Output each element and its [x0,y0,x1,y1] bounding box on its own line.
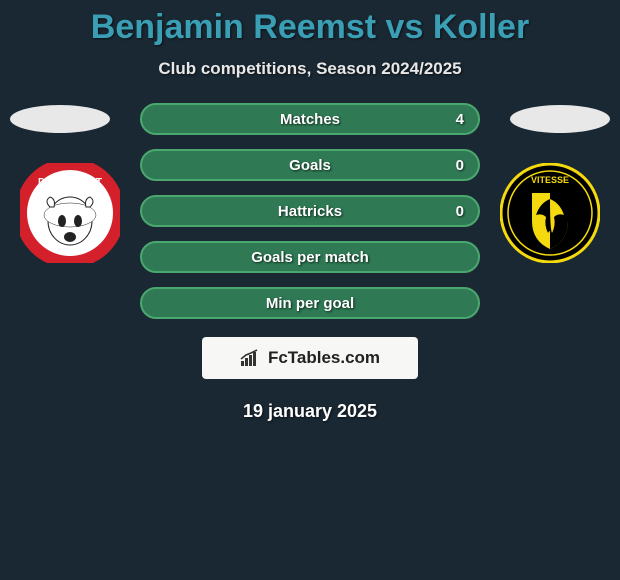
stat-value-right: 4 [456,111,464,128]
comparison-panel: DORDRECHT VITESSE Matches [0,103,620,422]
bar-chart-icon [240,349,262,367]
stats-list: Matches 4 Goals 0 Hattricks 0 Goals per … [140,103,480,319]
stat-label: Hattricks [278,203,342,220]
date-label: 19 january 2025 [0,401,620,422]
stat-row: Min per goal [140,287,480,319]
svg-text:VITESSE: VITESSE [531,175,569,185]
stat-label: Goals per match [251,249,369,266]
branding-badge: FcTables.com [202,337,418,379]
stat-label: Min per goal [266,295,354,312]
player-photo-placeholder-left [10,105,110,133]
stat-value-right: 0 [456,203,464,220]
stat-label: Matches [280,111,340,128]
club-logo-right: VITESSE [500,163,600,263]
club-logo-left: DORDRECHT [20,163,120,263]
stat-row: Goals 0 [140,149,480,181]
page-title: Benjamin Reemst vs Koller [0,0,620,47]
subtitle: Club competitions, Season 2024/2025 [0,59,620,79]
stat-value-right: 0 [456,157,464,174]
svg-text:DORDRECHT: DORDRECHT [38,177,102,188]
stat-label: Goals [289,157,331,174]
stat-row: Goals per match [140,241,480,273]
player-photo-placeholder-right [510,105,610,133]
stat-row: Matches 4 [140,103,480,135]
branding-text: FcTables.com [268,348,380,368]
stat-row: Hattricks 0 [140,195,480,227]
